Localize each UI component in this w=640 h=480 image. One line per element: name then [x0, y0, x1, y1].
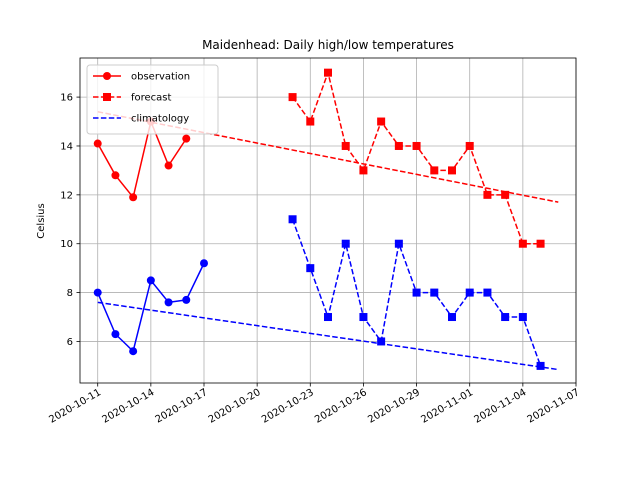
y-tick-label: 12 — [60, 190, 73, 201]
forecast-low-point — [412, 288, 421, 297]
forecast-low-point — [324, 313, 332, 322]
forecast-high-point — [501, 190, 510, 199]
legend-forecast-marker — [103, 93, 111, 101]
forecast-low-point — [394, 239, 403, 248]
y-tick-label: 8 — [67, 288, 73, 299]
forecast-high-point — [359, 166, 368, 175]
legend-box — [86, 64, 219, 135]
forecast-high-point — [536, 239, 545, 248]
forecast-high-point — [341, 141, 350, 150]
forecast-high-point — [518, 239, 527, 248]
forecast-low-point — [483, 288, 492, 297]
forecast-high-point — [465, 141, 474, 150]
observation-low-point — [200, 259, 208, 268]
observation-high-point — [93, 139, 102, 148]
y-tick-label: 14 — [60, 141, 73, 152]
forecast-low-point — [377, 337, 386, 346]
forecast-low-point — [501, 313, 510, 322]
forecast-low-point — [359, 313, 368, 322]
observation-high-point — [111, 171, 120, 180]
forecast-high-point — [412, 141, 421, 150]
forecast-high-point — [377, 117, 386, 126]
forecast-high-point — [483, 190, 492, 199]
climatology-high-line — [97, 111, 559, 203]
legend-climatology-label: climatology — [131, 114, 189, 125]
observation-high-line — [97, 119, 187, 199]
observation-low-point — [164, 298, 173, 307]
legend-forecast-label: forecast — [131, 93, 172, 104]
observation-high-point — [129, 193, 138, 202]
data-series — [93, 68, 559, 371]
plot-frame — [79, 57, 577, 384]
legend-observation-marker — [103, 72, 111, 80]
observation-low-point — [182, 295, 191, 304]
forecast-low-point — [306, 264, 315, 273]
chart-title: Maidenhead: Daily high/low temperatures — [202, 38, 454, 52]
forecast-high-point — [306, 117, 315, 126]
forecast-high-point — [394, 141, 403, 150]
observation-low-point — [146, 276, 155, 285]
forecast-high-point — [324, 68, 332, 77]
forecast-low-point — [430, 288, 439, 297]
observation-high-point — [182, 134, 191, 143]
observation-low-point — [129, 347, 138, 356]
legend: observation forecast climatology — [86, 64, 219, 135]
forecast-low-point — [518, 313, 527, 322]
forecast-low-point — [465, 288, 474, 297]
forecast-low-point — [536, 361, 545, 370]
forecast-low-point — [448, 313, 456, 322]
observation-low-point — [93, 288, 102, 297]
y-tick-label: 6 — [67, 337, 73, 348]
forecast-low-point — [341, 239, 350, 248]
observation-high-point — [164, 161, 173, 170]
forecast-high-point — [288, 93, 297, 102]
y-tick-label: 10 — [60, 239, 73, 250]
climatology-low-line — [97, 301, 559, 371]
forecast-low-point — [288, 215, 297, 224]
forecast-high-point — [448, 166, 456, 175]
forecast-high-point — [430, 166, 439, 175]
observation-low-point — [111, 330, 120, 339]
y-tick-label: 16 — [60, 93, 73, 104]
y-axis-label: Celsius — [36, 203, 47, 238]
legend-observation-label: observation — [131, 72, 190, 83]
